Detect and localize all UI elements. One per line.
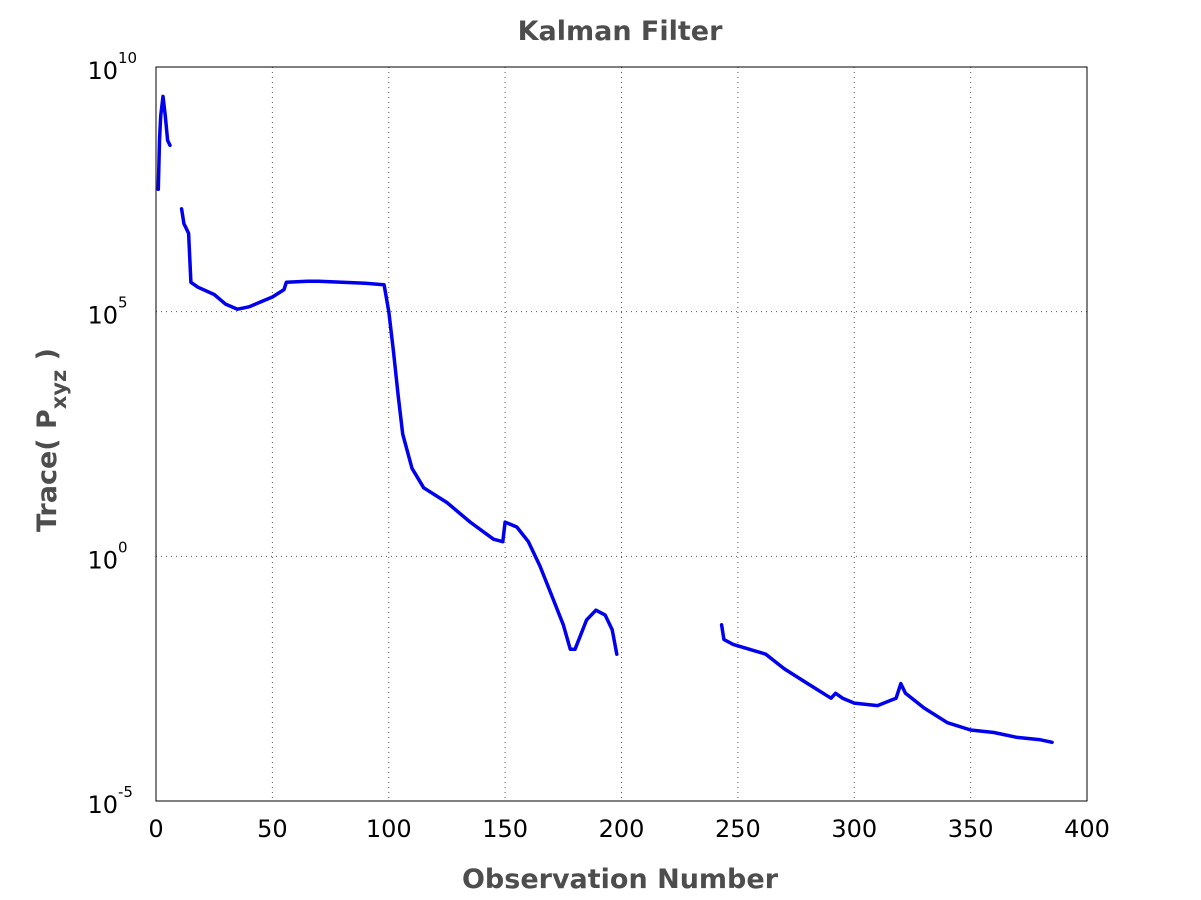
data-series — [156, 94, 1054, 745]
x-tick-labels: 0 50 100 150 200 250 300 350 400 — [148, 815, 1110, 843]
y-tick-exponent: 10 — [118, 49, 137, 67]
series-line-segment — [179, 207, 619, 656]
x-axis-label: Observation Number — [462, 864, 779, 895]
x-tick-label: 200 — [599, 815, 645, 843]
x-tick-label: 100 — [366, 815, 412, 843]
grid-lines — [156, 67, 1087, 801]
x-tick-label: 400 — [1064, 815, 1110, 843]
y-axis-label-main: Trace( P — [32, 409, 63, 532]
y-tick-exponent: 5 — [118, 294, 128, 312]
y-axis-label-suffix: ) — [32, 348, 63, 370]
y-tick-exponent: 0 — [118, 538, 128, 556]
y-tick-exponent: -5 — [118, 783, 133, 801]
series-line-segment — [156, 94, 172, 192]
x-tick-label: 300 — [831, 815, 877, 843]
x-tick-label: 0 — [148, 815, 163, 843]
y-tick-label: 10 — [87, 57, 118, 85]
x-tick-label: 250 — [715, 815, 761, 843]
series-line-segment — [719, 623, 1054, 745]
x-tick-label: 150 — [482, 815, 528, 843]
x-tick-label: 350 — [948, 815, 994, 843]
x-tick-label: 50 — [257, 815, 288, 843]
y-tick-label: 10 — [87, 302, 118, 330]
y-axis-label: Trace( Pxyz ) — [32, 348, 71, 532]
chart-title: Kalman Filter — [518, 16, 724, 47]
y-tick-label: 10 — [87, 546, 118, 574]
plot-frame — [155, 66, 1088, 802]
y-tick-label: 10 — [87, 791, 118, 819]
y-axis-label-subscript: xyz — [47, 370, 71, 409]
